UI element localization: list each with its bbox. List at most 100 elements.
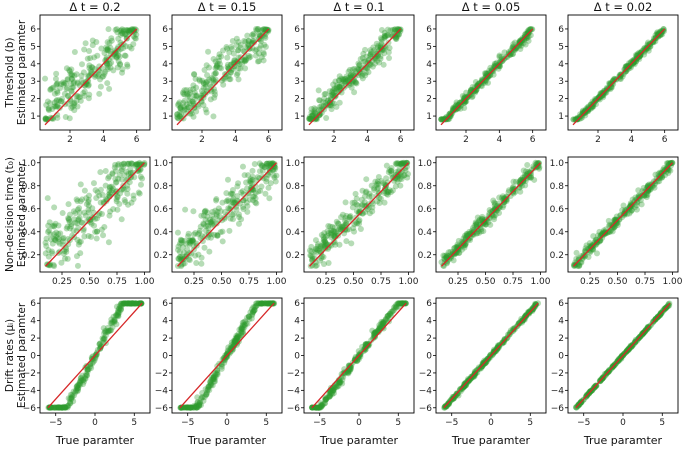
scatter-point <box>217 229 224 236</box>
scatter-point <box>587 101 594 108</box>
scatter-point <box>78 61 85 68</box>
scatter-point <box>190 231 197 238</box>
scatter-point <box>75 381 82 388</box>
scatter-point <box>254 25 261 32</box>
scatter-point <box>219 228 226 235</box>
scatter-point <box>60 81 67 88</box>
scatter-point <box>55 222 62 229</box>
y-tick-label: −2 <box>287 369 300 379</box>
y-tick-label: 1 <box>294 112 300 122</box>
scatter-point <box>490 68 497 75</box>
scatter-point <box>459 92 466 99</box>
scatter-point <box>248 180 255 187</box>
scatter-point <box>233 203 240 210</box>
scatter-point <box>109 171 116 178</box>
scatter-point <box>259 167 266 174</box>
scatter-point <box>82 212 89 219</box>
scatter-point <box>657 29 664 36</box>
scatter-point <box>446 111 453 118</box>
scatter-point <box>585 107 592 114</box>
scatter-point <box>96 192 103 199</box>
scatter-point <box>601 87 608 94</box>
scatter-point <box>343 220 350 227</box>
scatter-point <box>255 58 262 65</box>
scatter-point <box>590 246 597 253</box>
scatter-point <box>114 64 121 71</box>
scatter-point <box>480 220 487 227</box>
scatter-point <box>605 228 612 235</box>
scatter-point <box>230 50 237 57</box>
x-axis-label: True paramter <box>187 434 267 447</box>
scatter-point <box>108 183 115 190</box>
scatter-point <box>456 245 463 252</box>
scatter-point <box>521 172 528 179</box>
scatter-point <box>43 235 50 242</box>
scatter-point <box>196 76 203 83</box>
scatter-point <box>189 238 196 245</box>
scatter-point <box>178 237 185 244</box>
x-tick-label: 0.25 <box>580 277 600 287</box>
scatter-point <box>480 228 487 235</box>
scatter-point <box>89 42 96 49</box>
scatter-point <box>499 197 506 204</box>
scatter-point <box>65 215 72 222</box>
scatter-point <box>381 199 388 206</box>
scatter-point <box>77 378 84 385</box>
scatter-point <box>234 193 241 200</box>
x-tick-label: −5 <box>445 418 458 428</box>
scatter-point <box>650 35 657 42</box>
y-tick-label: 1.0 <box>154 159 169 169</box>
scatter-point <box>398 173 405 180</box>
scatter-point <box>196 230 203 237</box>
scatter-point <box>49 250 56 257</box>
y-tick-label: 2 <box>558 334 564 344</box>
scatter-point <box>120 160 127 167</box>
scatter-point <box>474 214 481 221</box>
scatter-point <box>61 248 68 255</box>
scatter-point <box>242 38 249 45</box>
scatter-point <box>638 48 645 55</box>
scatter-point <box>51 90 58 97</box>
scatter-point <box>84 218 91 225</box>
scatter-point <box>250 37 257 44</box>
scatter-point <box>132 300 139 307</box>
scatter-point <box>358 72 365 79</box>
scatter-point <box>260 175 267 182</box>
scatter-point <box>231 63 238 70</box>
scatter-point <box>352 219 359 226</box>
scatter-point <box>321 91 328 98</box>
scatter-point <box>485 70 492 77</box>
scatter-point <box>206 248 213 255</box>
scatter-point <box>130 41 137 48</box>
scatter-point <box>115 43 122 50</box>
scatter-point <box>89 360 96 367</box>
scatter-point <box>98 210 105 217</box>
scatter-point <box>78 77 85 84</box>
scatter-point <box>478 83 485 90</box>
scatter-point <box>473 86 480 93</box>
scatter-point <box>603 230 610 237</box>
scatter-point <box>518 42 525 49</box>
scatter-point <box>493 207 500 214</box>
scatter-point <box>609 224 616 231</box>
scatter-point <box>511 185 518 192</box>
scatter-point <box>602 90 609 97</box>
scatter-point <box>463 231 470 238</box>
scatter-point <box>200 212 207 219</box>
scatter-point <box>322 233 329 240</box>
scatter-point <box>384 31 391 38</box>
scatter-point <box>130 300 137 307</box>
scatter-point <box>83 80 90 87</box>
scatter-point <box>511 39 518 46</box>
scatter-point <box>114 312 121 318</box>
scatter-point <box>48 248 55 255</box>
scatter-point <box>67 81 74 88</box>
scatter-point <box>85 232 92 239</box>
scatter-point <box>495 204 502 211</box>
scatter-point <box>441 255 448 262</box>
scatter-point <box>644 187 651 194</box>
scatter-point <box>246 54 252 61</box>
scatter-point <box>404 160 411 167</box>
scatter-point <box>122 43 129 50</box>
scatter-point <box>56 104 63 111</box>
